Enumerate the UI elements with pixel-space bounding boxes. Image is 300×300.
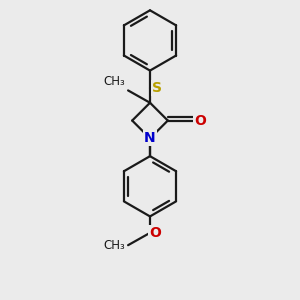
Text: O: O [194, 114, 206, 128]
Text: O: O [149, 226, 161, 240]
Text: S: S [152, 81, 162, 95]
Text: CH₃: CH₃ [103, 239, 125, 252]
Text: CH₃: CH₃ [103, 75, 125, 88]
Text: N: N [144, 131, 155, 146]
